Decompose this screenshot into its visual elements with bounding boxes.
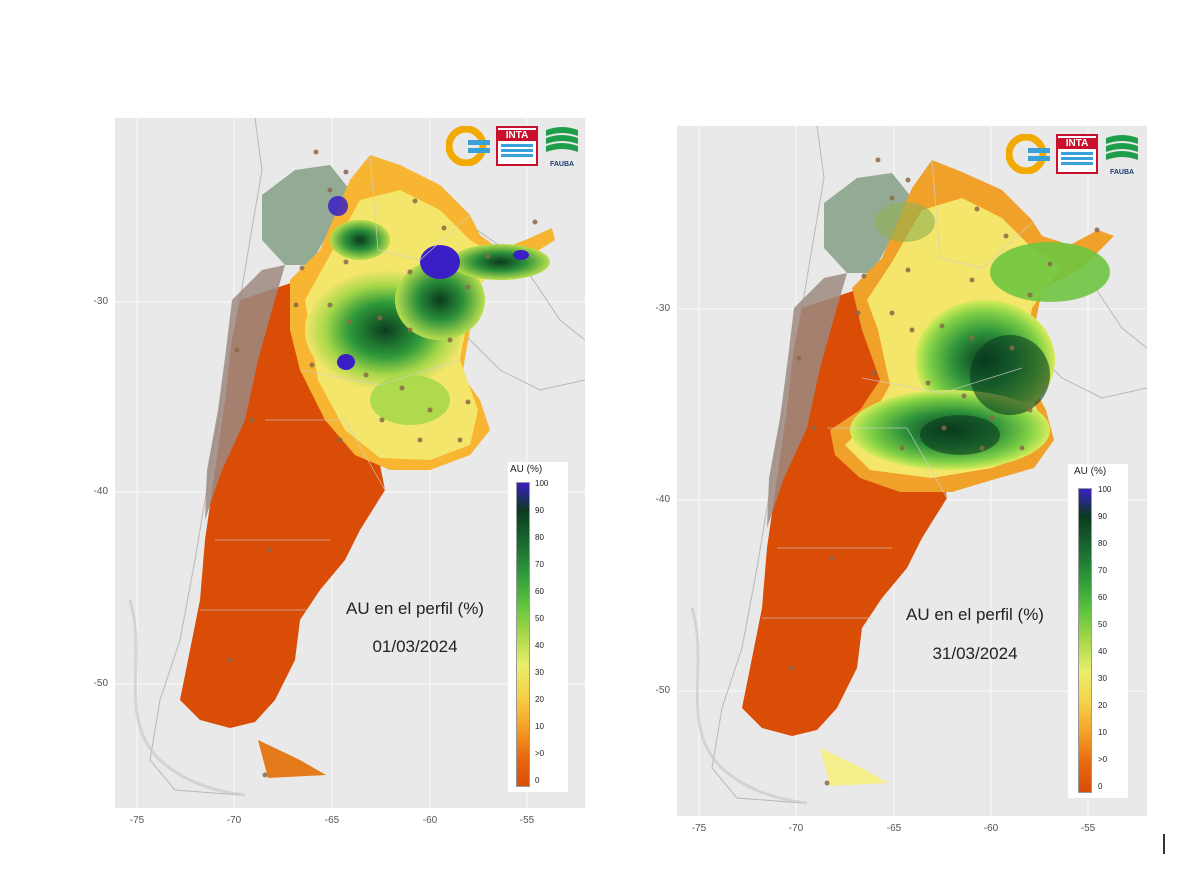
legend-title: AU (%) bbox=[1074, 466, 1107, 477]
y-tick-label: -30 bbox=[655, 303, 670, 314]
x-tick-label: -55 bbox=[1080, 823, 1096, 834]
institution-logos: INTA FAUBA bbox=[446, 124, 582, 168]
x-tick-label: -55 bbox=[519, 815, 535, 826]
legend-level: 40 bbox=[535, 641, 544, 650]
y-tick-label: -50 bbox=[655, 685, 670, 696]
legend-level: 60 bbox=[1098, 593, 1107, 602]
x-tick-label: -75 bbox=[691, 823, 707, 834]
legend-level: >0 bbox=[535, 749, 545, 758]
inta-logo: INTA bbox=[496, 126, 538, 166]
legend-level: 90 bbox=[535, 506, 544, 515]
x-tick-label: -65 bbox=[324, 815, 340, 826]
legend-level: 70 bbox=[1098, 566, 1107, 575]
inta-logo: INTA bbox=[1056, 134, 1098, 174]
legend-color-bar bbox=[516, 482, 530, 787]
legend-level: 0 bbox=[535, 776, 540, 785]
y-tick-label: -40 bbox=[655, 494, 670, 505]
legend-level: 50 bbox=[1098, 620, 1107, 629]
legend-level: 50 bbox=[535, 614, 544, 623]
map-title: AU en el perfil (%) bbox=[346, 599, 484, 618]
legend-level: 60 bbox=[535, 587, 544, 596]
x-tick-label: -60 bbox=[422, 815, 438, 826]
legend-level: 20 bbox=[535, 695, 544, 704]
map-date: 31/03/2024 bbox=[932, 644, 1018, 663]
fauba-logo: FAUBA bbox=[1102, 134, 1142, 176]
legend-level: 100 bbox=[1098, 485, 1112, 494]
color-legend: AU (%) 100 90 80 70 60 50 40 30 20 10 >0… bbox=[508, 462, 568, 792]
y-tick-label: -40 bbox=[93, 486, 108, 497]
legend-level: 80 bbox=[1098, 539, 1107, 548]
x-tick-label: -70 bbox=[226, 815, 242, 826]
text-cursor bbox=[1163, 834, 1165, 854]
legend-level: 10 bbox=[1098, 728, 1107, 737]
fauba-logo: FAUBA bbox=[542, 126, 582, 168]
weather-service-logo bbox=[446, 126, 490, 166]
institution-logos: INTA FAUBA bbox=[1006, 132, 1142, 176]
legend-level: 20 bbox=[1098, 701, 1107, 710]
y-tick-label: -50 bbox=[93, 678, 108, 689]
legend-level: 80 bbox=[535, 533, 544, 542]
legend-title: AU (%) bbox=[510, 464, 543, 475]
legend-level: 70 bbox=[535, 560, 544, 569]
legend-level: 0 bbox=[1098, 782, 1103, 791]
legend-level: 90 bbox=[1098, 512, 1107, 521]
y-tick-label: -30 bbox=[93, 296, 108, 307]
color-legend: AU (%) 100 90 80 70 60 50 40 30 20 10 >0… bbox=[1068, 464, 1128, 798]
legend-level: 10 bbox=[535, 722, 544, 731]
weather-service-logo bbox=[1006, 134, 1050, 174]
x-tick-label: -70 bbox=[788, 823, 804, 834]
legend-level: 30 bbox=[535, 668, 544, 677]
legend-level: >0 bbox=[1098, 755, 1108, 764]
x-tick-label: -60 bbox=[983, 823, 999, 834]
x-tick-label: -65 bbox=[886, 823, 902, 834]
x-tick-label: -75 bbox=[129, 815, 145, 826]
legend-level: 100 bbox=[535, 479, 549, 488]
map-date: 01/03/2024 bbox=[372, 637, 458, 656]
legend-level: 30 bbox=[1098, 674, 1107, 683]
map-title: AU en el perfil (%) bbox=[906, 605, 1044, 624]
legend-color-bar bbox=[1078, 488, 1092, 793]
legend-level: 40 bbox=[1098, 647, 1107, 656]
